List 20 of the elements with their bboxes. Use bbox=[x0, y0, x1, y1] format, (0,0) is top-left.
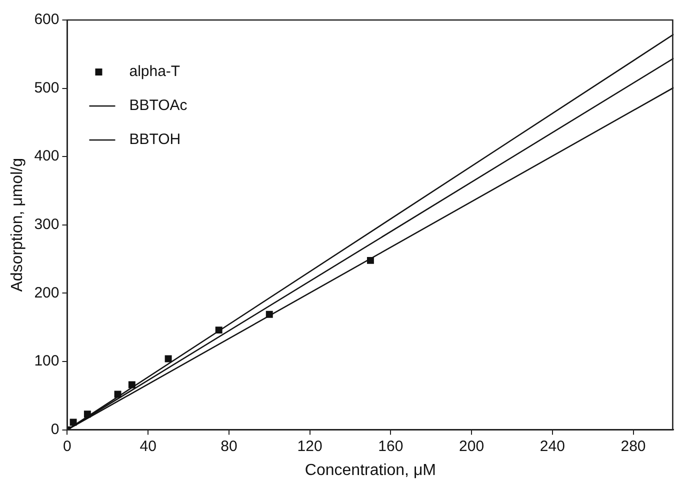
legend-label: BBTOH bbox=[129, 131, 181, 148]
legend-label: BBTOAc bbox=[129, 97, 188, 114]
x-axis-title: Concentration, μM bbox=[304, 462, 436, 479]
legend-label: alpha-T bbox=[129, 63, 180, 80]
y-tick-label: 300 bbox=[34, 216, 60, 234]
x-tick-label: 200 bbox=[459, 438, 484, 455]
y-axis-title: Adsorption, μmol/g bbox=[9, 158, 26, 292]
y-tick-label: 0 bbox=[50, 420, 60, 438]
y-tick-label: 100 bbox=[34, 352, 60, 370]
x-tick-label: 80 bbox=[220, 438, 238, 455]
y-tick-label: 400 bbox=[34, 148, 60, 165]
x-tick-label: 280 bbox=[620, 438, 646, 455]
y-tick-label: 200 bbox=[34, 284, 60, 302]
x-tick-label: 0 bbox=[63, 438, 72, 455]
x-tick-label: 160 bbox=[378, 438, 404, 455]
x-tick-label: 120 bbox=[297, 438, 322, 455]
y-tick-label: 600 bbox=[34, 11, 60, 28]
y-tick-label: 500 bbox=[34, 79, 60, 96]
x-tick-label: 40 bbox=[140, 438, 156, 455]
x-tick-label: 240 bbox=[540, 438, 565, 455]
